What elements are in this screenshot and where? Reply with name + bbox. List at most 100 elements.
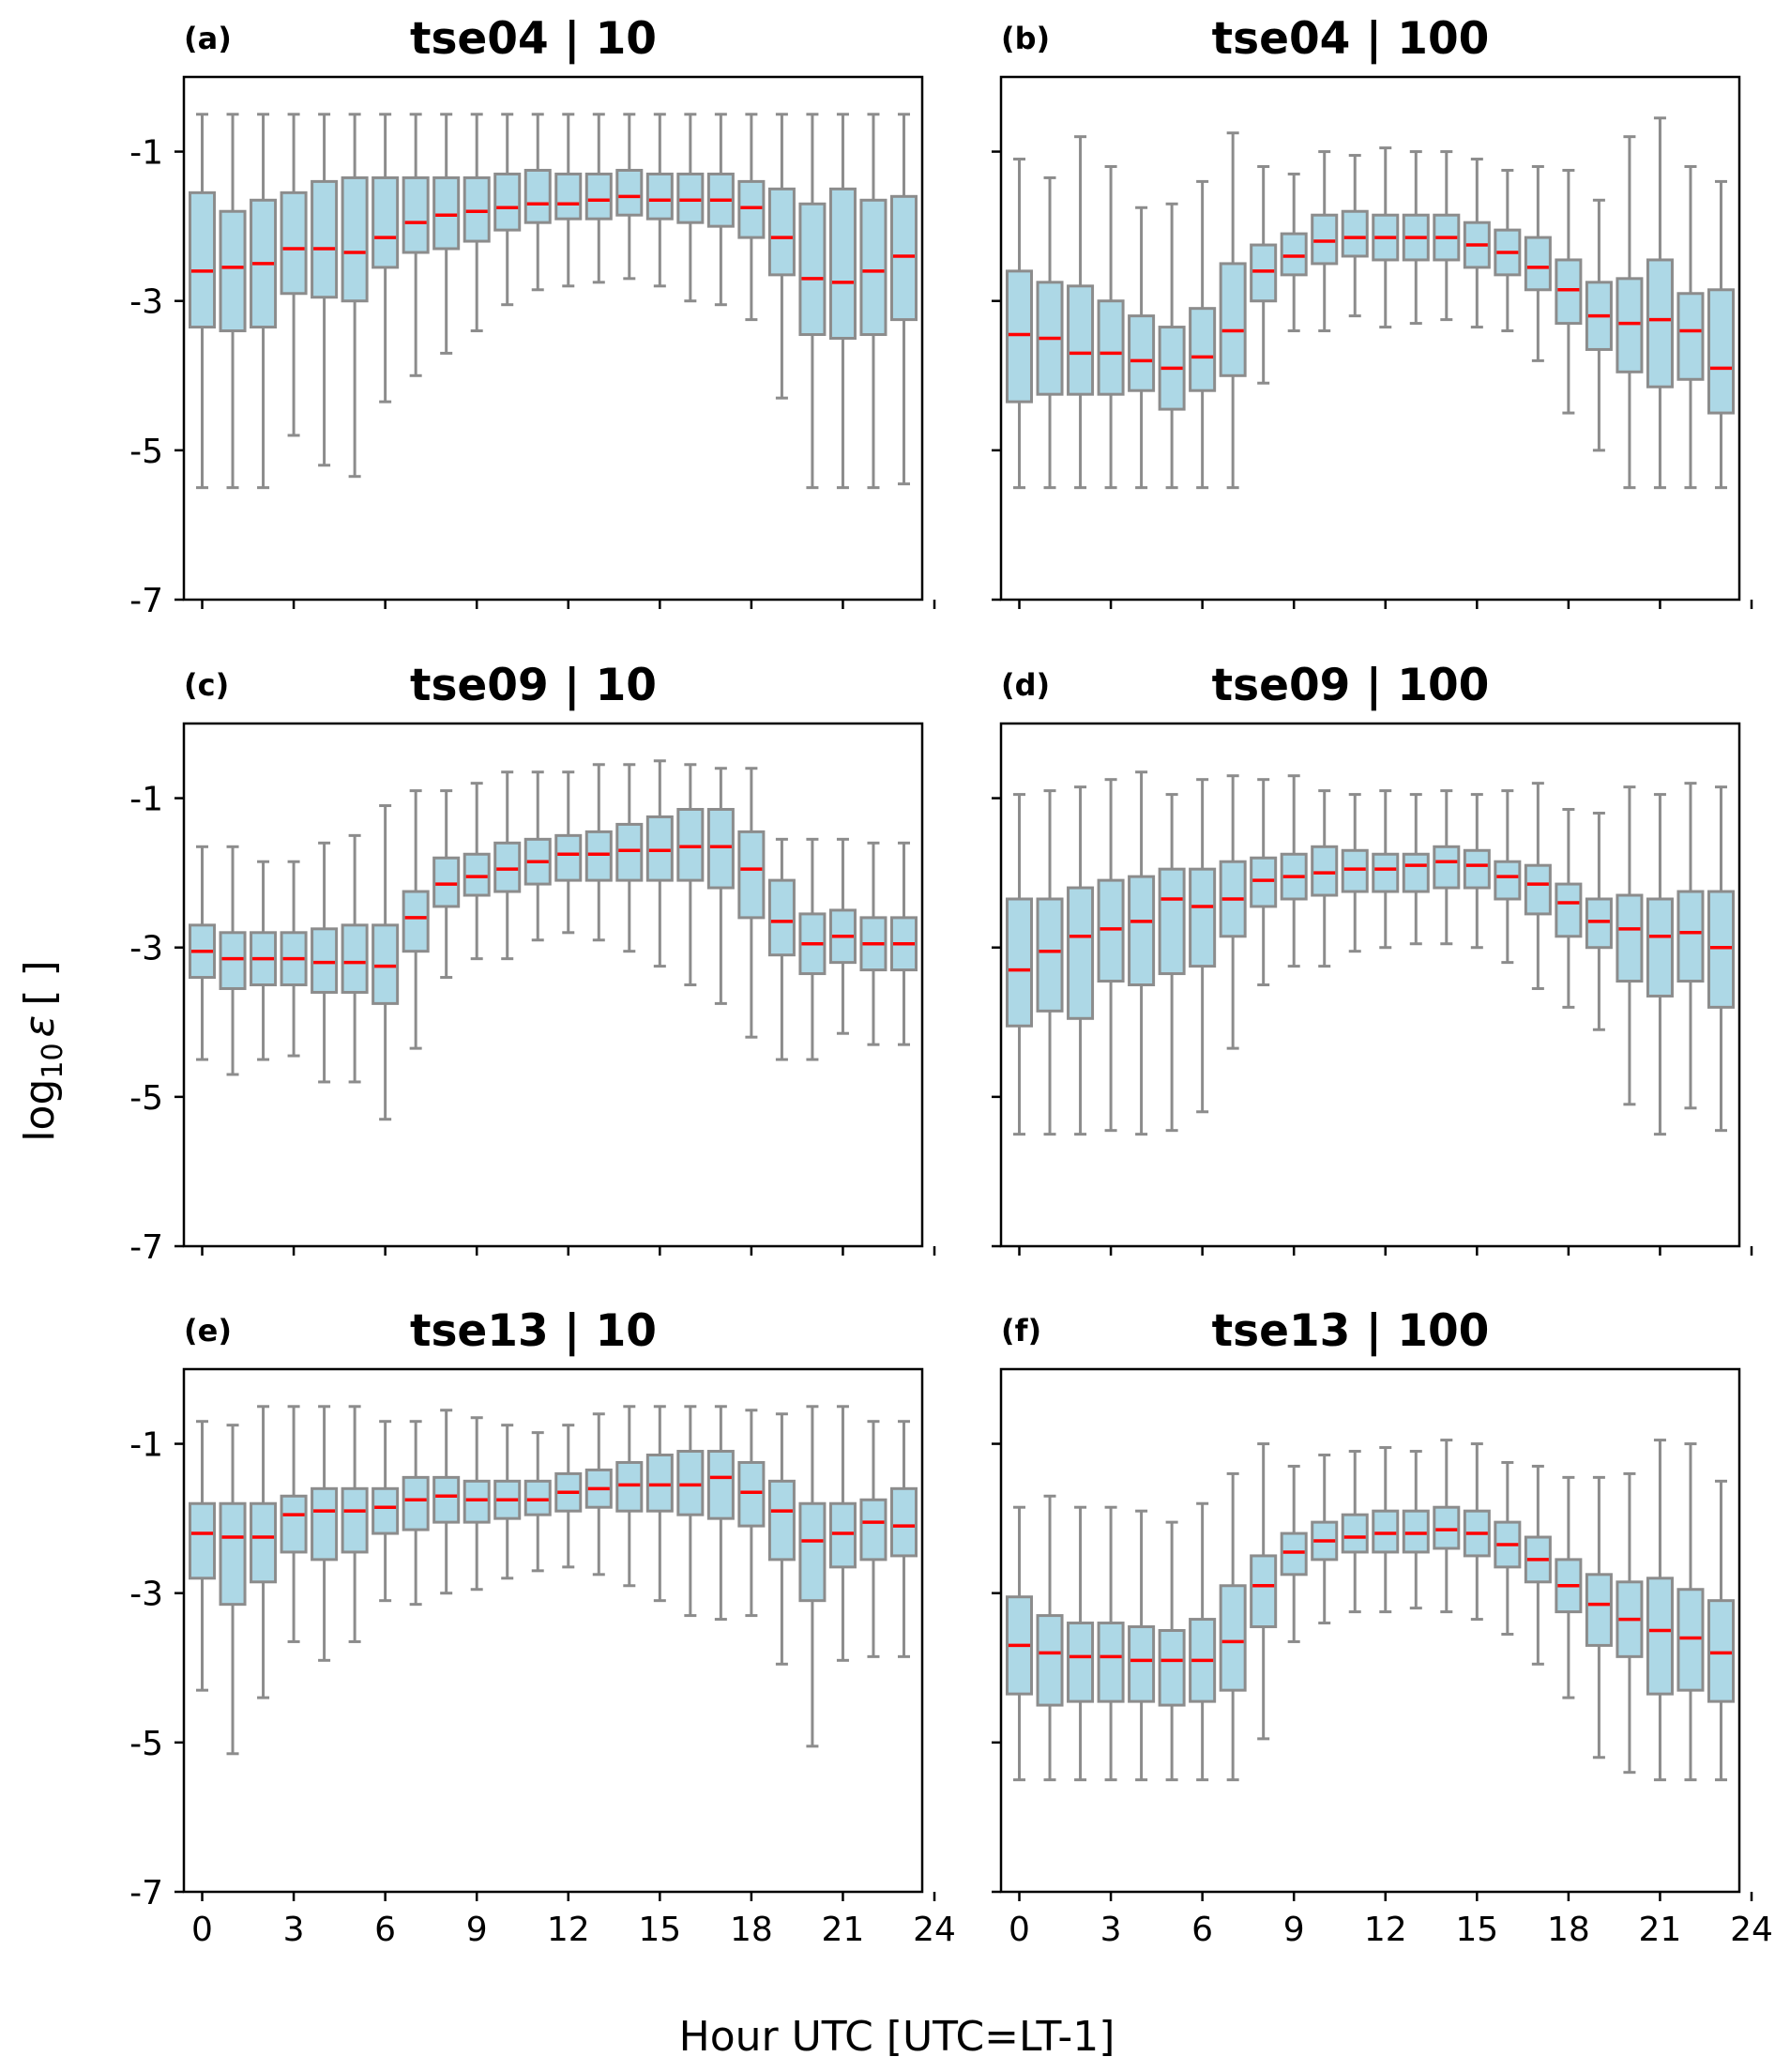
x-tick-label: 6	[374, 1911, 396, 1949]
y-tick-label: -3	[129, 1576, 163, 1614]
iqr-box	[1311, 845, 1339, 897]
box-hour-8	[1250, 778, 1278, 986]
box-hour-19	[767, 1412, 796, 1666]
y-tick-label: -1	[129, 134, 163, 173]
iqr-box	[737, 830, 766, 920]
iqr-box	[1067, 284, 1095, 396]
iqr-box	[1707, 1599, 1735, 1703]
box-hour-21	[828, 837, 857, 1035]
box-hour-13	[584, 763, 613, 942]
box-hour-20	[798, 1405, 827, 1748]
iqr-box	[1067, 886, 1095, 1020]
iqr-box	[280, 190, 308, 296]
box-hour-3	[280, 113, 308, 437]
box-hour-3	[1097, 778, 1125, 1133]
panel-letter: (f)	[1001, 1313, 1041, 1348]
x-tick-label: 15	[1455, 1911, 1498, 1949]
iqr-box	[1676, 1588, 1705, 1692]
iqr-box	[341, 923, 369, 994]
y-tick-label: -3	[129, 930, 163, 968]
iqr-box	[1585, 1573, 1613, 1647]
box-hour-21	[828, 1405, 857, 1662]
box-hour-15	[1463, 158, 1491, 329]
x-tick-label: 9	[466, 1911, 488, 1949]
iqr-box	[1311, 213, 1339, 266]
box-hour-23	[889, 1420, 918, 1658]
box-hour-14	[1433, 1439, 1461, 1614]
iqr-box	[1097, 299, 1125, 396]
iqr-box	[219, 209, 247, 333]
box-hour-4	[1128, 770, 1156, 1136]
box-hour-0	[189, 113, 217, 490]
box-hour-11	[523, 113, 552, 292]
iqr-box	[311, 179, 339, 299]
box-hour-12	[554, 1424, 583, 1569]
iqr-box	[1433, 1505, 1461, 1550]
box-hour-0	[189, 845, 217, 1061]
iqr-box	[1707, 288, 1735, 415]
x-tick-label: 12	[547, 1911, 590, 1949]
iqr-box	[828, 1501, 857, 1569]
box-hour-5	[1158, 1520, 1186, 1782]
iqr-box	[250, 1501, 278, 1584]
box-hour-17	[706, 767, 735, 1005]
iqr-box	[1341, 848, 1369, 893]
y-tick-label: -7	[129, 1874, 163, 1912]
axes-frame	[182, 1367, 924, 1894]
box-hour-9	[463, 1416, 491, 1592]
box-hour-2	[1067, 785, 1095, 1136]
box-hour-1	[1036, 1494, 1064, 1782]
box-hour-22	[1676, 1442, 1705, 1782]
iqr-box	[523, 1479, 552, 1516]
box-hour-19	[1585, 198, 1613, 452]
iqr-box	[706, 1450, 735, 1520]
box-hour-18	[737, 113, 766, 322]
box-hour-5	[341, 1405, 369, 1643]
box-hour-12	[554, 113, 583, 288]
box-hour-21	[1646, 116, 1674, 490]
box-hour-8	[432, 789, 461, 980]
box-hour-6	[372, 113, 400, 404]
box-hour-8	[432, 1409, 461, 1595]
box-hour-23	[889, 113, 918, 486]
iqr-box	[737, 179, 766, 239]
box-hour-20	[1616, 135, 1644, 490]
iqr-box	[1616, 893, 1644, 983]
iqr-box	[1219, 1584, 1247, 1692]
box-hour-16	[1494, 789, 1522, 965]
iqr-box	[706, 808, 735, 890]
iqr-box	[1616, 277, 1644, 373]
box-hour-15	[645, 113, 674, 288]
y-axis-label: log10 ε [ ]	[16, 960, 69, 1141]
iqr-box	[859, 1498, 888, 1562]
iqr-box	[1646, 1577, 1674, 1696]
iqr-box	[402, 175, 430, 254]
box-hour-10	[1311, 1454, 1339, 1625]
box-hour-12	[1372, 1446, 1400, 1614]
iqr-box	[889, 1486, 918, 1558]
box-hour-22	[859, 841, 888, 1046]
iqr-box	[584, 830, 613, 882]
box-hour-21	[1646, 793, 1674, 1136]
box-hour-6	[372, 1420, 400, 1603]
box-hour-12	[554, 770, 583, 935]
x-tick-label: 12	[1364, 1911, 1407, 1949]
box-hour-19	[767, 837, 796, 1061]
iqr-box	[1097, 878, 1125, 983]
box-hour-8	[1250, 164, 1278, 385]
box-hour-23	[1707, 1479, 1735, 1782]
box-hour-1	[219, 845, 247, 1076]
box-hour-17	[1524, 1464, 1552, 1666]
iqr-box	[615, 1460, 644, 1513]
box-hour-8	[432, 113, 461, 355]
box-hour-14	[615, 113, 644, 281]
iqr-box	[1219, 262, 1247, 377]
box-hour-15	[645, 1405, 674, 1603]
iqr-box	[1250, 1554, 1278, 1629]
box-hour-17	[1524, 782, 1552, 990]
y-axis-label-unit: [ ]	[16, 960, 64, 1005]
iqr-box	[1707, 890, 1735, 1009]
box-hour-13	[1402, 150, 1430, 326]
iqr-box	[1128, 875, 1156, 986]
axes-frame	[182, 75, 924, 602]
